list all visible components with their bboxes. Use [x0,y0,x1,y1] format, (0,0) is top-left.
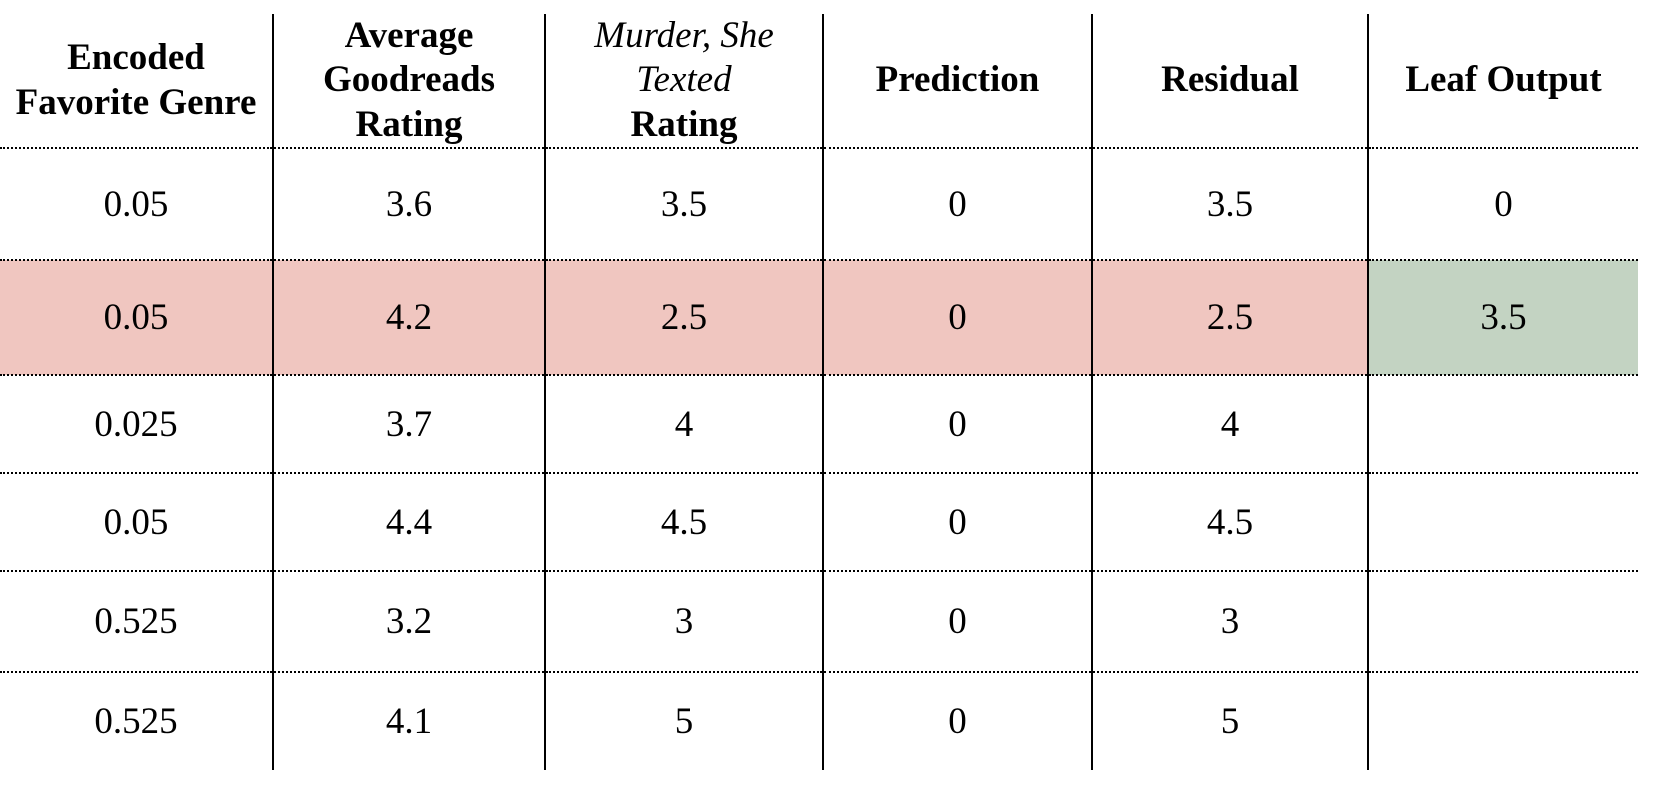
table-cell: 0.05 [0,260,274,377]
table-cell: 0 [823,375,1093,475]
table-cell: 5 [1092,672,1369,771]
header-cell-average-goodreads-rating: Average Goodreads Rating [273,14,546,150]
table-cell: 0.525 [0,571,274,674]
header-text: Favorite Genre [15,81,257,123]
table-row: 0.525 4.1 5 0 5 [0,672,1638,771]
table-cell: 4.5 [545,473,824,573]
table-cell: 4.5 [1092,473,1369,573]
table-cell: 3 [545,571,824,674]
header-text: Average [344,15,474,56]
table-row: 0.025 3.7 4 0 4 [0,375,1638,475]
header-cell-encoded-favorite-genre: Encoded Favorite Genre [0,14,274,150]
table-cell: 3.2 [273,571,546,674]
table-cell: 0 [823,260,1093,377]
header-text: Prediction [875,59,1040,101]
header-text-book-title: Murder, She Texted [594,15,774,101]
table-cell: 0.05 [0,473,274,573]
header-cell-leaf-output: Leaf Output [1368,14,1638,150]
highlighted-table-row: 0.05 4.2 2.5 0 2.5 3.5 [0,260,1638,377]
table-cell: 0 [823,571,1093,674]
table-cell: 2.5 [1092,260,1369,377]
table-cell [1368,375,1638,475]
header-text: Encoded [67,37,205,79]
header-cell-murder-she-texted-rating: Murder, She Texted Rating [545,14,824,150]
table-cell: 4 [545,375,824,475]
residuals-table: Encoded Favorite Genre Average Goodreads… [0,14,1638,771]
table-cell: 2.5 [545,260,824,377]
table-cell: 3.6 [273,148,546,262]
highlighted-leaf-output-cell: 3.5 [1368,260,1638,377]
table-cell: 0 [823,672,1093,771]
table-cell [1368,473,1638,573]
table-cell: 0.525 [0,672,274,771]
header-row: Encoded Favorite Genre Average Goodreads… [0,14,1638,150]
header-text: Residual [1161,59,1299,101]
table-cell: 4.4 [273,473,546,573]
table-cell: 4.2 [273,260,546,377]
table-cell: 0.05 [0,148,274,262]
table-cell: 3.5 [545,148,824,262]
table-row: 0.05 3.6 3.5 0 3.5 0 [0,148,1638,262]
table-cell [1368,672,1638,771]
header-text: Rating [630,103,738,145]
table-cell [1368,571,1638,674]
table-cell: 5 [545,672,824,771]
table-cell: 4 [1092,375,1369,475]
table-cell: 3.7 [273,375,546,475]
table-cell: 3 [1092,571,1369,674]
table-container: Encoded Favorite Genre Average Goodreads… [0,14,1638,771]
table-cell: 3.5 [1092,148,1369,262]
table-row: 0.05 4.4 4.5 0 4.5 [0,473,1638,573]
header-cell-residual: Residual [1092,14,1369,150]
header-text: Leaf Output [1405,59,1602,101]
table-row: 0.525 3.2 3 0 3 [0,571,1638,674]
header-cell-prediction: Prediction [823,14,1093,150]
table-cell: 0 [823,473,1093,573]
table-cell: 4.1 [273,672,546,771]
table-cell: 0 [823,148,1093,262]
header-text: Goodreads Rating [322,59,495,145]
table-cell: 0 [1368,148,1638,262]
table-cell: 0.025 [0,375,274,475]
